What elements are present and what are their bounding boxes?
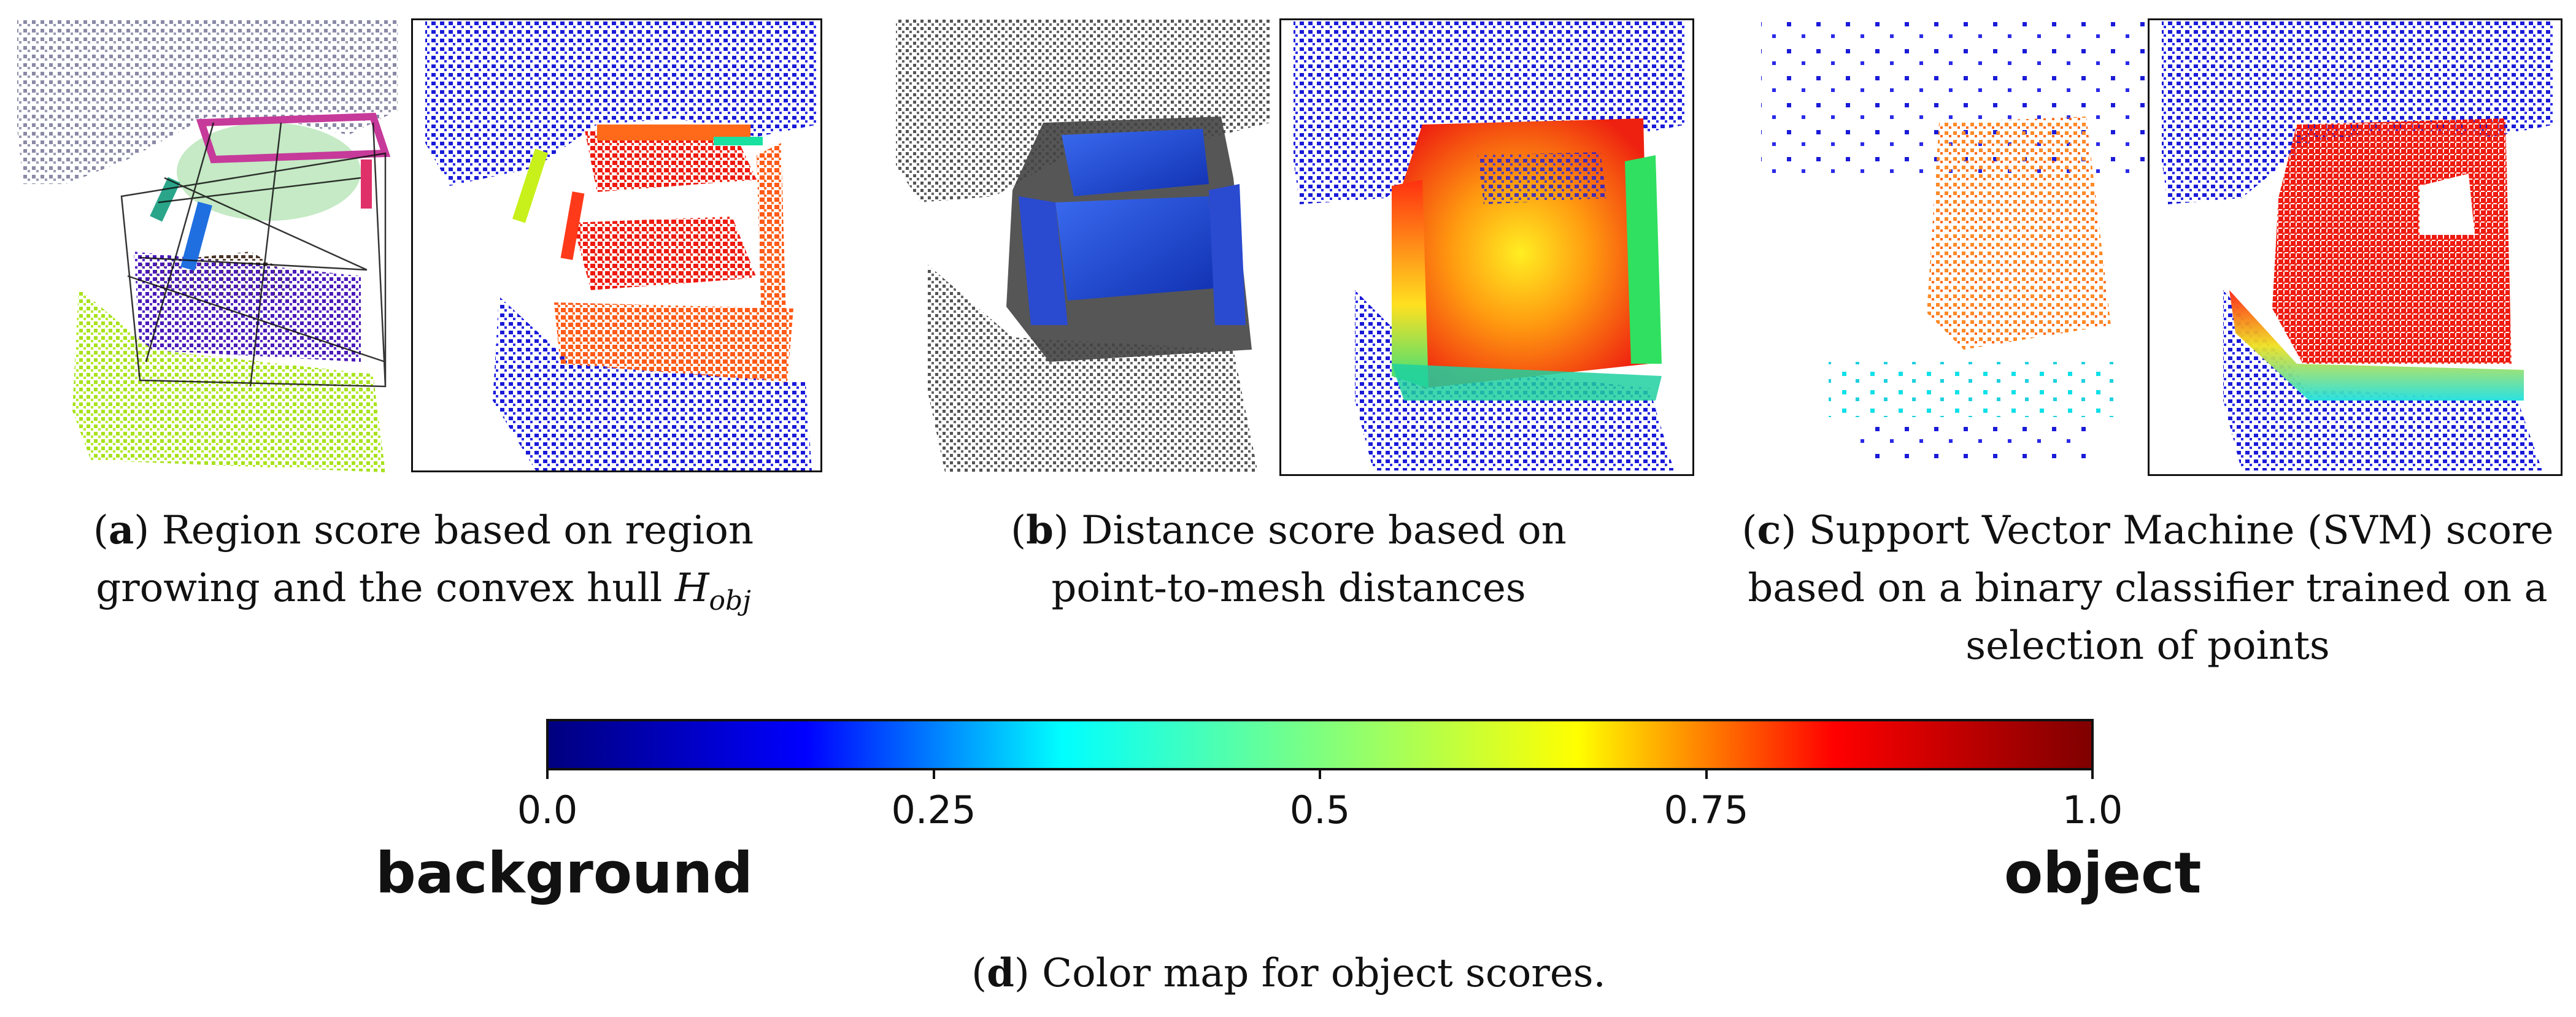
background-label: background <box>376 840 753 906</box>
object-label: object <box>2004 840 2202 906</box>
caption-d: (d) Color map for object scores. <box>971 950 1606 996</box>
point-to-mesh-cloud <box>896 18 1270 472</box>
caption-c-line2: based on a binary classifier trained on … <box>1748 566 2548 611</box>
colormap-tick-mark <box>932 770 935 779</box>
caption-a-line1: Region score based on region <box>161 508 754 553</box>
caption-c-line1: Support Vector Machine (SVM) score <box>1808 508 2554 553</box>
caption-b-line1: Distance score based on <box>1081 508 1567 553</box>
caption-b-letter: b <box>1026 507 1054 553</box>
hull-symbol: H <box>674 566 709 611</box>
caption-c: (c) Support Vector Machine (SVM) score b… <box>1730 502 2565 675</box>
colormap-tick-label: 0.0 <box>517 788 578 832</box>
svm-score-point-cloud <box>2162 20 2555 470</box>
panel-a-regions <box>5 18 398 472</box>
colormap-tick-label: 0.5 <box>1289 788 1351 832</box>
colormap-bar <box>546 719 2094 770</box>
region-growing-point-cloud <box>17 18 398 472</box>
caption-c-line3: selection of points <box>1965 623 2330 669</box>
colormap-tick-mark <box>1319 770 1321 779</box>
caption-b: (b) Distance score based on point-to-mes… <box>890 502 1687 617</box>
region-score-point-cloud <box>425 20 818 470</box>
colormap-tick-mark <box>2091 770 2094 779</box>
colormap-tick-mark <box>1705 770 1708 779</box>
colormap-tick-label: 1.0 <box>2062 788 2123 832</box>
panel-c-svm-selection <box>1755 18 2148 472</box>
caption-a: (a) Region score based on region growing… <box>93 507 754 616</box>
colormap-tick-label: 0.75 <box>1664 788 1749 832</box>
caption-b-line2: point-to-mesh distances <box>1051 566 1526 611</box>
caption-a-line2: growing and the convex hull <box>96 566 675 611</box>
distance-score-point-cloud <box>1294 20 1686 470</box>
hull-subscript: obj <box>709 585 751 616</box>
caption-d-line1: Color map for object scores. <box>1042 951 1606 996</box>
panel-c-svm-score <box>2148 18 2563 476</box>
caption-d-letter: d <box>987 950 1014 996</box>
svm-selection-points <box>1761 18 2148 466</box>
colormap-tick-mark <box>546 770 549 779</box>
caption-a-letter: a <box>108 507 134 553</box>
caption-c-letter: c <box>1757 507 1781 553</box>
panel-b-distance-score <box>1279 18 1694 476</box>
panel-a-region-score <box>411 18 822 472</box>
panel-b-mesh <box>890 18 1282 472</box>
colormap-tick-label: 0.25 <box>891 788 976 832</box>
